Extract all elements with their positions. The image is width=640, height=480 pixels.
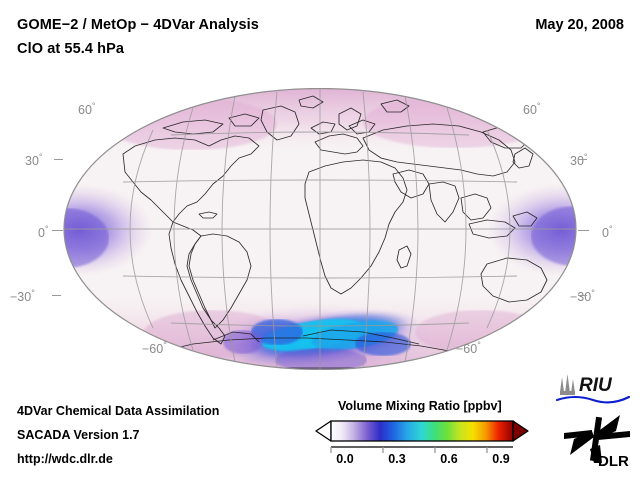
colorbar-title: Volume Mixing Ratio [ppbv]: [338, 399, 502, 413]
page-subtitle: ClO at 55.4 hPa: [17, 41, 125, 57]
colorbar-tick-label-1: 0.3: [388, 452, 406, 466]
lat-label-30n-left: 30°: [25, 152, 43, 169]
lat-tick-0-left: [52, 230, 63, 231]
colorbar-tick-label-2: 0.6: [440, 452, 458, 466]
lat-label-60s-right: −60°: [456, 340, 481, 357]
lat-label-30n-right: 30°: [570, 152, 588, 169]
colorbar-gradient: [330, 420, 514, 442]
footer-line-1: 4DVar Chemical Data Assimilation: [17, 404, 220, 418]
lat-label-30s-left: −30°: [10, 288, 35, 305]
lat-label-60n-right: 60°: [523, 101, 541, 118]
map-border: [63, 88, 577, 370]
lat-tick-30n-left: [54, 159, 63, 160]
colorbar-tick-label-0: 0.0: [336, 452, 354, 466]
colorbar-tick-label-3: 0.9: [492, 452, 510, 466]
dlr-logo: DLR: [560, 411, 636, 469]
lat-tick-30n-right: [578, 159, 587, 160]
date-label: May 20, 2008: [535, 17, 624, 33]
riu-spire-icon: [560, 374, 575, 395]
lat-label-30s-right: −30°: [570, 288, 595, 305]
riu-logo: RIU: [553, 372, 633, 408]
world-map: [63, 88, 577, 370]
lat-label-0-left: 0°: [38, 224, 49, 241]
lat-tick-30s-right: [578, 295, 587, 296]
lat-label-60s-left: −60°: [142, 340, 167, 357]
lat-label-0-right: 0°: [602, 224, 613, 241]
page-title: GOME−2 / MetOp − 4DVar Analysis: [17, 17, 259, 33]
colorbar-left-cap: [315, 420, 332, 442]
riu-wave-icon: [555, 395, 631, 404]
dlr-pinwheel-icon: [564, 415, 630, 463]
footer-line-2: SACADA Version 1.7: [17, 428, 140, 442]
map-data-layer: [64, 88, 576, 370]
coastlines: [122, 95, 572, 369]
colorbar: 0.0 0.3 0.6 0.9: [314, 419, 530, 467]
lat-tick-30s-left: [52, 295, 61, 296]
dlr-wordmark: DLR: [598, 453, 629, 469]
riu-wordmark: RIU: [579, 375, 613, 396]
lat-label-60n-left: 60°: [78, 101, 96, 118]
graticule: [64, 89, 576, 369]
colorbar-right-cap: [512, 420, 529, 442]
colorbar-ticks: [330, 447, 488, 453]
lat-tick-0-right: [578, 230, 589, 231]
footer-line-3[interactable]: http://wdc.dlr.de: [17, 452, 113, 466]
